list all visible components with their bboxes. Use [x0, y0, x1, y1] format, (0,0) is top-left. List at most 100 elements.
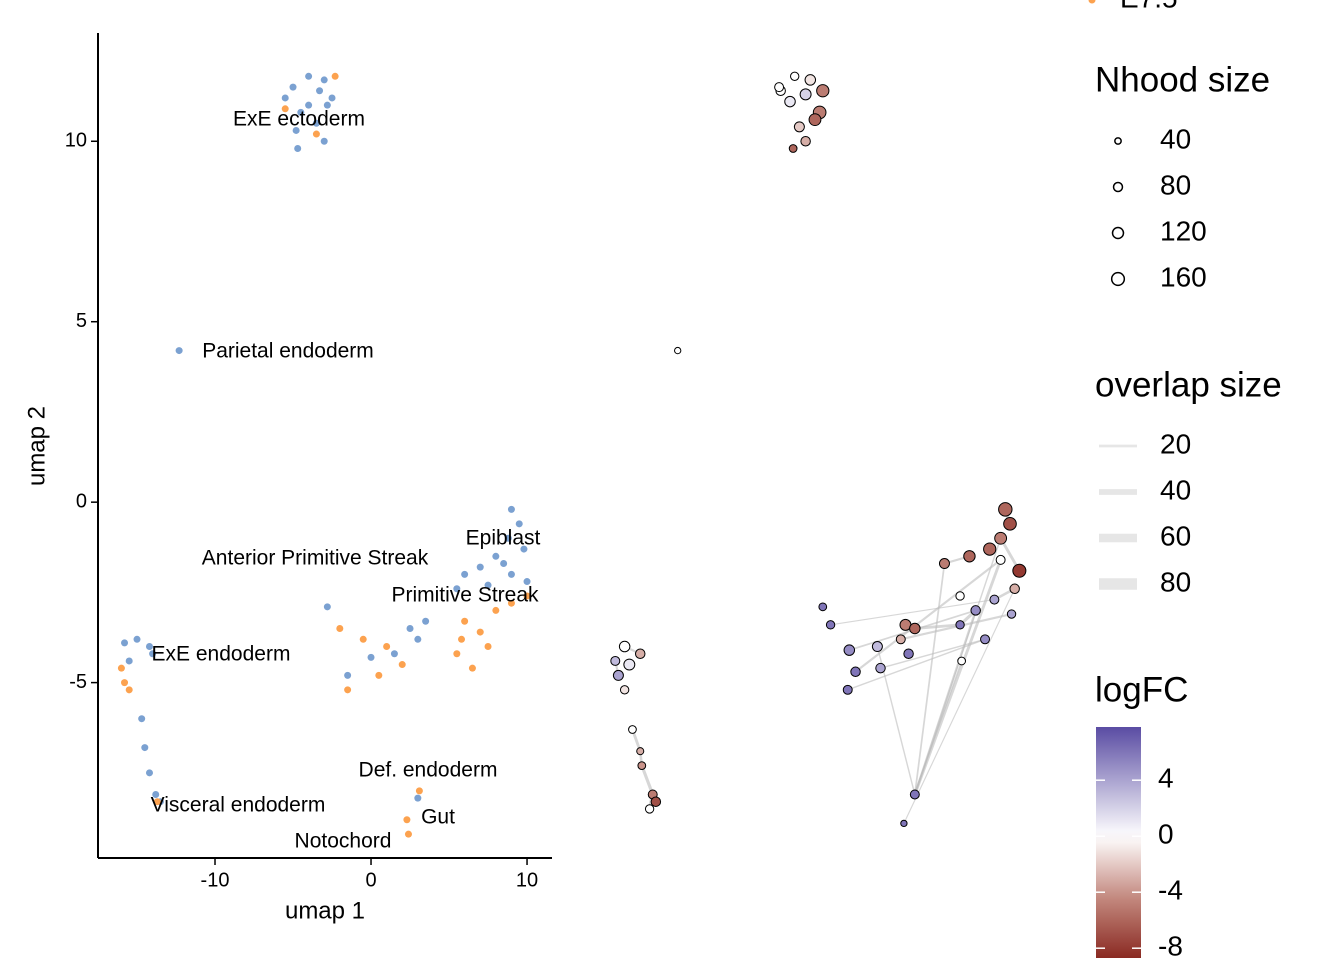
nhood	[963, 550, 976, 563]
nhood	[774, 82, 785, 93]
y-tick-label: -5	[69, 671, 87, 693]
point	[281, 105, 289, 113]
point	[145, 643, 153, 651]
legend-title: logFC	[1095, 670, 1188, 709]
point	[145, 769, 153, 777]
nhood	[816, 84, 830, 98]
nhood	[644, 804, 655, 814]
annotation: Anterior Primitive Streak	[202, 547, 429, 570]
point	[492, 606, 500, 614]
nhood	[909, 622, 921, 635]
nhood	[636, 747, 645, 756]
nhood	[618, 640, 631, 653]
point	[117, 664, 125, 672]
point	[414, 794, 422, 802]
nhood	[799, 88, 812, 101]
legend-label: 120	[1160, 215, 1207, 246]
point	[461, 617, 469, 625]
nhood	[955, 620, 965, 630]
annotation: Primitive Streak	[391, 584, 539, 607]
colorbar-label: 4	[1158, 763, 1174, 794]
point	[138, 715, 146, 723]
legend-key	[1088, 0, 1096, 4]
x-tick-label: 0	[365, 869, 376, 891]
point	[415, 787, 423, 795]
point	[406, 624, 414, 632]
annotation: ExE ectoderm	[233, 108, 365, 131]
point	[323, 101, 331, 109]
nhood	[650, 796, 662, 807]
size-key	[1114, 137, 1122, 145]
y-tick-label: 5	[76, 310, 87, 332]
point	[507, 570, 515, 578]
point	[152, 790, 160, 798]
nhood	[842, 684, 853, 695]
annotation: Visceral endoderm	[151, 794, 326, 817]
legend-label: 60	[1160, 520, 1191, 551]
legend-title: overlap size	[1095, 365, 1282, 404]
point	[422, 617, 430, 625]
point	[507, 505, 515, 513]
nhood	[825, 620, 836, 630]
y-tick-label: 0	[76, 490, 87, 512]
legend-title: Nhood size	[1095, 60, 1270, 99]
point	[492, 552, 500, 560]
nhood	[818, 602, 828, 612]
edge	[903, 588, 1016, 824]
point	[523, 592, 531, 600]
point	[292, 126, 300, 134]
point	[458, 635, 466, 643]
point	[500, 560, 508, 568]
edge	[914, 623, 961, 630]
nhood	[623, 658, 636, 671]
nhood	[980, 634, 991, 645]
x-axis-title: umap 1	[285, 897, 365, 924]
annotation: Def. endoderm	[359, 759, 498, 782]
point	[316, 87, 324, 95]
point	[468, 664, 476, 672]
nhood	[994, 531, 1008, 545]
nhood	[790, 71, 800, 81]
legend-label: 160	[1160, 261, 1207, 292]
point	[320, 137, 328, 145]
nhood	[635, 648, 646, 659]
point	[476, 563, 484, 571]
point	[336, 624, 344, 632]
point	[523, 578, 531, 586]
nhood	[998, 502, 1013, 517]
nhood	[612, 669, 624, 681]
colorbar-label: 0	[1158, 819, 1174, 850]
nhood	[871, 641, 883, 653]
point	[125, 686, 133, 694]
point	[344, 686, 352, 694]
point	[133, 635, 141, 643]
edge	[913, 563, 946, 795]
x-tick-label: -10	[201, 869, 230, 891]
point	[515, 520, 523, 528]
point	[404, 830, 412, 838]
nhood	[619, 685, 630, 695]
nhood	[788, 144, 798, 153]
nhood	[850, 666, 861, 678]
point	[398, 661, 406, 669]
nhood	[1009, 583, 1020, 595]
point	[281, 94, 289, 102]
point	[305, 101, 313, 109]
edge	[830, 599, 995, 626]
colorbar-label: -4	[1158, 875, 1183, 906]
nhood	[995, 554, 1006, 565]
legend-label: 40	[1160, 474, 1191, 505]
size-key	[1110, 271, 1126, 287]
colorbar	[1096, 727, 1141, 958]
point	[153, 798, 161, 806]
nhood	[957, 656, 967, 666]
point	[507, 599, 515, 607]
legend-label: 40	[1160, 123, 1191, 154]
point	[331, 72, 339, 80]
point	[453, 650, 461, 658]
point	[289, 83, 297, 91]
point	[414, 635, 422, 643]
point	[141, 744, 149, 752]
annotation: Parietal endoderm	[202, 340, 374, 363]
point	[305, 72, 313, 80]
